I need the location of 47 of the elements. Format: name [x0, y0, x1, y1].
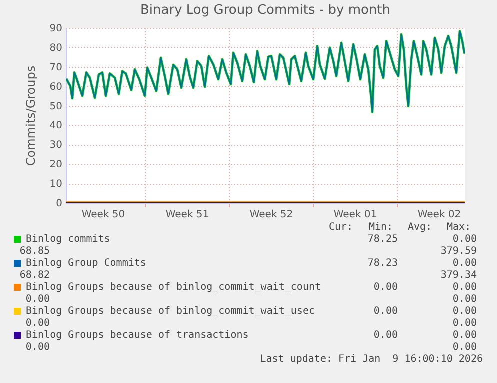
y-tick-label: 70 [50, 62, 62, 74]
text: 0.00 [374, 330, 398, 342]
text: 78.23 [368, 258, 398, 270]
text: 0.00 [374, 282, 398, 294]
x-tick-label: Week 02 [418, 210, 462, 220]
text: 0.00 [374, 306, 398, 318]
y-tick-label: 40 [50, 120, 62, 132]
y-tick-label: 50 [50, 101, 62, 112]
text: 0.00 [452, 306, 477, 318]
legend-label: Binlog Groups because of transactions [26, 330, 249, 342]
y-tick-label: 20 [50, 160, 62, 171]
text: Cur: [329, 222, 354, 234]
text: 0.00 [452, 342, 477, 354]
legend-label: Binlog Groups because of binlog_commit_wait_count [26, 282, 322, 294]
text: 78.25 [368, 234, 398, 246]
text: 0.00 [452, 258, 477, 270]
text: 68.85 [20, 246, 50, 258]
text: 0.00 [26, 342, 50, 354]
text: Max: [447, 222, 472, 234]
y-tick-label: 10 [50, 179, 62, 190]
y-axis-title: Commits/Groups [24, 66, 38, 166]
text: 0.00 [452, 318, 477, 330]
text: 0.00 [26, 294, 50, 306]
x-tick-label: Week 51 [166, 210, 210, 220]
y-tick-label: 60 [50, 82, 62, 93]
x-tick-label: Week 01 [334, 210, 378, 220]
y-tick-label: 30 [50, 140, 62, 152]
text: 0.00 [452, 330, 477, 342]
text: 379.59 [440, 246, 477, 258]
x-tick-label: Week 52 [250, 210, 294, 220]
legend-label: Binlog Groups because of binlog_commit_wait_usec [26, 306, 315, 318]
text: 0.00 [452, 234, 477, 246]
text: Avg: [408, 222, 432, 234]
legend-label: Binlog commits [26, 234, 110, 246]
text: Min: [369, 222, 394, 234]
text: 0.00 [452, 282, 477, 294]
text: Last update: Fri Jan 9 16:00:10 2026 [260, 354, 483, 366]
text: 0.00 [26, 318, 50, 330]
y-tick-label: 90 [50, 24, 62, 34]
text: 379.34 [440, 270, 477, 282]
chart-title: Binary Log Group Commits - by month [140, 3, 391, 18]
text: 68.82 [20, 270, 50, 282]
y-tick-label: 0 [56, 198, 62, 210]
legend-label: Binlog Group Commits [26, 258, 146, 270]
y-tick-label: 80 [50, 42, 62, 54]
text: 0.00 [452, 294, 477, 306]
x-tick-label: Week 50 [82, 210, 126, 220]
